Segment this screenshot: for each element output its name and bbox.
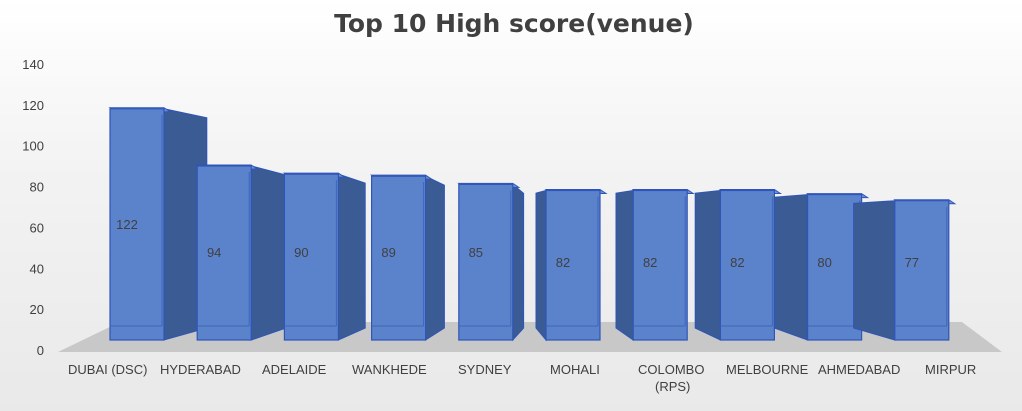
bar: 122 xyxy=(108,107,208,341)
data-label: 122 xyxy=(116,217,138,232)
data-label: 89 xyxy=(381,245,395,260)
category-label: DUBAI (DSC) xyxy=(68,362,147,377)
bar: 90 xyxy=(282,172,366,341)
bar-front-face xyxy=(283,173,339,341)
y-tick-label: 0 xyxy=(37,343,44,358)
y-tick-label: 40 xyxy=(30,261,44,276)
bar: 82 xyxy=(535,188,608,342)
bar: 94 xyxy=(195,164,287,341)
bar-front-face xyxy=(806,193,863,341)
bar-front-face xyxy=(894,200,950,341)
data-label: 94 xyxy=(207,245,221,260)
bar-side-face xyxy=(853,200,896,341)
category-labels: DUBAI (DSC) HYDERABAD ADELAIDE WANKHEDE SYDN… xyxy=(68,362,976,394)
bar-front-face xyxy=(196,165,252,341)
category-label: MIRPUR xyxy=(925,362,976,377)
category-label: MOHALI xyxy=(550,362,600,377)
data-label: 77 xyxy=(905,255,919,270)
bar: 80 xyxy=(773,193,870,341)
data-label: 82 xyxy=(556,255,570,270)
category-label: HYDERABAD xyxy=(160,362,241,377)
data-label: 82 xyxy=(643,255,657,270)
category-label: SYDNEY xyxy=(458,362,512,377)
y-tick-label: 60 xyxy=(30,220,44,235)
category-label: AHMEDABAD xyxy=(818,362,900,377)
y-tick-label: 20 xyxy=(30,302,44,317)
data-label: 80 xyxy=(817,255,831,270)
bar-side-face xyxy=(250,165,287,341)
bar-side-face xyxy=(773,194,809,341)
bar: 77 xyxy=(853,199,957,341)
bar-side-face xyxy=(425,175,445,341)
bar-side-face xyxy=(337,173,366,341)
bar-front-face xyxy=(371,175,427,341)
y-tick-label: 100 xyxy=(22,139,44,154)
category-label: ADELAIDE xyxy=(262,362,327,377)
category-label: WANKHEDE xyxy=(352,362,427,377)
chart-title: Top 10 High score(venue) xyxy=(334,9,694,38)
bar-front-face xyxy=(458,183,514,341)
data-label: 85 xyxy=(469,245,483,260)
y-axis: 0 20 40 60 80 100 120 140 xyxy=(22,57,44,358)
bar-front-face xyxy=(109,108,165,341)
y-tick-label: 120 xyxy=(22,98,44,113)
bar-front-face xyxy=(545,189,601,341)
bar: 82 xyxy=(615,188,695,341)
bar-side-face xyxy=(615,189,634,341)
category-label: COLOMBO (RPS) xyxy=(638,362,704,394)
bar: 85 xyxy=(457,182,525,342)
data-label: 82 xyxy=(730,255,744,270)
bar-side-face xyxy=(694,189,721,341)
data-label: 90 xyxy=(294,245,308,260)
bar-front-face xyxy=(632,189,688,341)
y-tick-label: 140 xyxy=(22,57,44,72)
bar-side-face xyxy=(512,183,525,342)
y-tick-label: 80 xyxy=(30,180,44,195)
bar: 89 xyxy=(369,174,445,341)
bar: 82 xyxy=(694,188,783,341)
category-label: MELBOURNE xyxy=(726,362,809,377)
bars: 122 94 90 89 85 82 82 82 80 77 xyxy=(108,107,957,342)
bar-front-face xyxy=(719,189,776,341)
bar-side-face xyxy=(535,189,547,342)
